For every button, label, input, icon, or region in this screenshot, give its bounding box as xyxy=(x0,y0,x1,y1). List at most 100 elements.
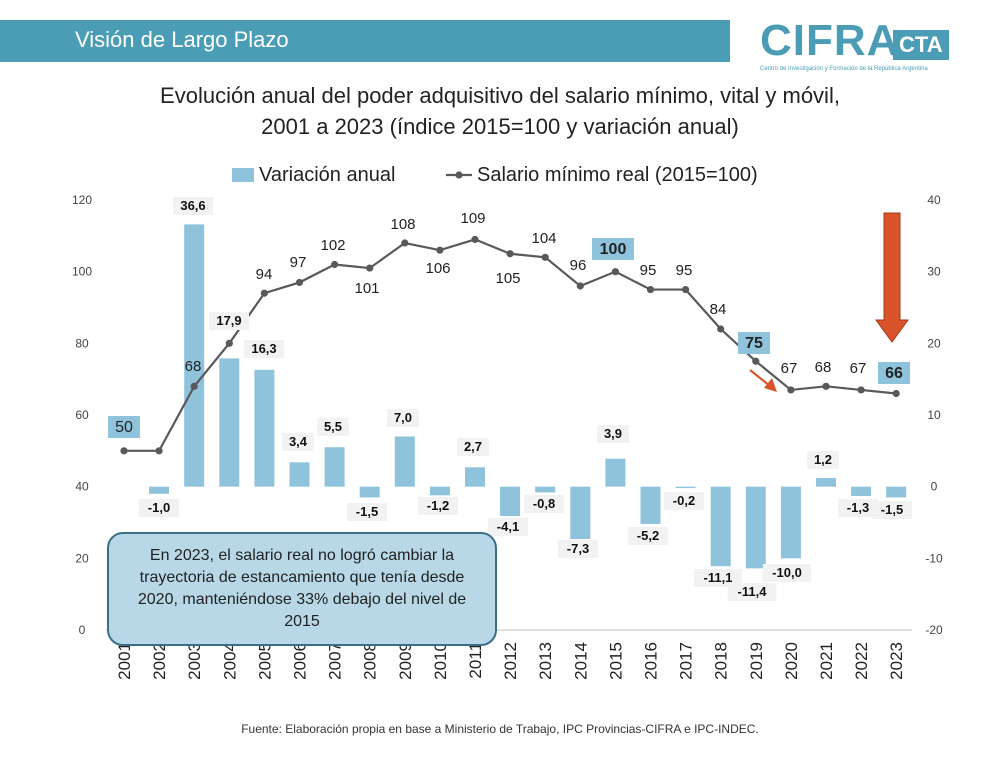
line-point xyxy=(822,382,830,390)
bar-label-box xyxy=(597,425,629,443)
line-value-label: 100 xyxy=(600,241,627,258)
bar-label-box xyxy=(244,340,284,358)
bar-label-box xyxy=(807,451,839,469)
line-value-label: 95 xyxy=(676,262,693,279)
line-value-label: 84 xyxy=(710,301,727,318)
left-axis-tick-label: 20 xyxy=(75,551,89,565)
line-point xyxy=(436,246,444,254)
legend-swatch-bar xyxy=(232,168,254,182)
data-labels: -1,0 36,6 17,9 16,3 3,4 5,5 -1,5 7,0 -1,2 2,7 -4,1… xyxy=(108,197,912,601)
bar-label-box xyxy=(418,497,458,515)
x-axis-tick-label: 2002 xyxy=(150,642,169,680)
bar xyxy=(535,486,556,493)
bar xyxy=(359,486,380,498)
line-value-label: 104 xyxy=(531,230,556,247)
bar-label-box xyxy=(457,438,489,456)
annotation-arrows xyxy=(749,212,909,392)
bar xyxy=(184,224,205,487)
line-point xyxy=(366,264,374,272)
x-axis-tick-label: 2021 xyxy=(817,642,836,680)
left-axis-tick-label: 80 xyxy=(75,336,89,350)
bar-value-label: -10,0 xyxy=(772,565,802,580)
line-point xyxy=(787,386,795,394)
right-axis-tick-label: 20 xyxy=(927,336,941,350)
x-axis-tick-label: 2019 xyxy=(747,642,766,680)
right-axis-tick-label: 30 xyxy=(927,265,941,279)
line-label-highlight-box xyxy=(108,416,140,438)
bar-label-box xyxy=(838,499,878,517)
x-axis-tick-label: 2020 xyxy=(782,642,801,680)
x-axis-tick-label: 2023 xyxy=(887,642,906,680)
legend: Variación anual Salario mínimo real (2015… xyxy=(232,164,758,186)
note-box: En 2023, el salario real no logró cambia… xyxy=(107,532,497,646)
bar-label-box xyxy=(173,197,213,215)
bar xyxy=(465,467,485,487)
line-point xyxy=(541,253,549,261)
line-point xyxy=(331,260,339,269)
bar-value-label: -0,2 xyxy=(673,493,695,508)
bar-label-box xyxy=(209,312,249,330)
left-axis-tick-label: 120 xyxy=(72,193,92,207)
bar xyxy=(324,447,345,487)
line-value-label: 97 xyxy=(290,254,307,271)
x-axis-tick-label: 2008 xyxy=(361,642,380,680)
bar-value-label: -5,2 xyxy=(637,528,659,543)
bar-value-label: -1,0 xyxy=(148,500,170,515)
legend-swatch-point xyxy=(455,171,463,179)
line-label-highlight-box xyxy=(878,362,910,384)
x-axis-tick-label: 2009 xyxy=(396,642,415,680)
left-axis-tick-label: 60 xyxy=(75,408,89,422)
x-axis-tick-label: 2022 xyxy=(852,642,871,680)
line-series xyxy=(120,235,900,455)
left-axis-tick-label: 40 xyxy=(75,480,89,494)
source-note: Fuente: Elaboración propia en base a Min… xyxy=(241,722,759,736)
bar-value-label: -1,5 xyxy=(356,504,378,519)
line-value-label: 109 xyxy=(460,210,485,227)
bar xyxy=(605,458,626,487)
cifra-logo: CIFRA CTA Centro de Investigación y Form… xyxy=(760,16,975,86)
bar-value-label: 3,9 xyxy=(604,426,622,441)
x-axis-tick-label: 2013 xyxy=(536,642,555,680)
line-value-label: 105 xyxy=(495,270,520,287)
bar xyxy=(570,486,591,539)
logo-main-text: CIFRA xyxy=(760,16,900,65)
bar-label-box xyxy=(628,527,668,545)
line-label-highlight-box xyxy=(592,238,634,260)
line-point xyxy=(646,285,655,294)
x-axis-tick-label: 2014 xyxy=(571,642,590,680)
bar-value-label: -4,1 xyxy=(497,519,519,534)
header-title: Visión de Largo Plazo xyxy=(75,27,289,52)
x-axis-tick-label: 2015 xyxy=(606,642,625,680)
x-axis-tick-label: 2018 xyxy=(712,642,731,680)
bar-series xyxy=(149,224,907,569)
line-point xyxy=(682,285,690,294)
line-label-highlight-box xyxy=(738,332,770,354)
bar-value-label: 36,6 xyxy=(180,198,205,213)
header-band xyxy=(0,20,730,62)
line-value-label: 108 xyxy=(390,216,415,233)
bar xyxy=(394,436,415,487)
bar-label-box xyxy=(347,503,387,521)
left-axis-tick-label: 0 xyxy=(79,623,86,637)
line-value-label: 96 xyxy=(570,257,587,274)
line-value-label: 101 xyxy=(354,280,379,297)
logo-subtitle: Centro de Investigación y Formación de l… xyxy=(760,66,928,72)
bar xyxy=(289,462,310,487)
bar-label-box xyxy=(524,495,564,513)
bar-value-label: -11,4 xyxy=(738,584,768,599)
bar xyxy=(429,486,450,496)
line-point xyxy=(190,382,198,390)
x-axis-tick-label: 2012 xyxy=(501,642,520,680)
bar-value-label: 3,4 xyxy=(289,434,308,449)
line-value-label: 67 xyxy=(850,360,867,377)
x-axis-tick-label: 2006 xyxy=(291,642,310,680)
legend-label-bar: Variación anual xyxy=(259,164,395,186)
bar xyxy=(816,478,836,487)
x-axis-tick-label: 2017 xyxy=(677,642,696,680)
small-arrow-line xyxy=(749,369,771,387)
line-point xyxy=(260,289,268,297)
bar-label-box xyxy=(488,518,528,536)
bar xyxy=(640,486,661,524)
right-axis-tick-label: 0 xyxy=(931,480,938,494)
